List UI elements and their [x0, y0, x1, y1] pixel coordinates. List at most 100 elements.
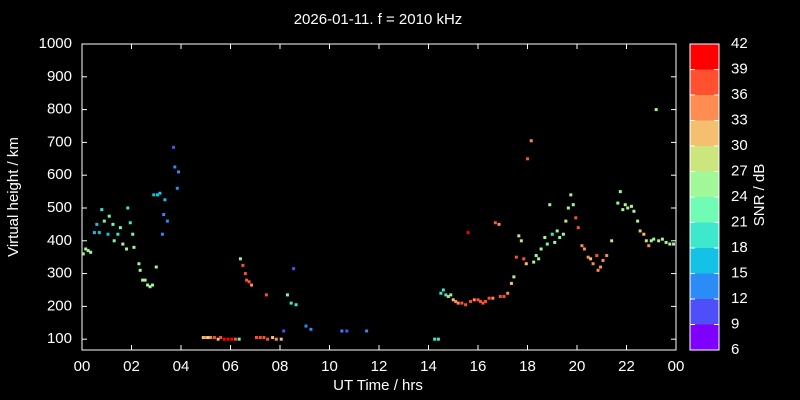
data-point	[451, 298, 455, 302]
data-point	[642, 232, 646, 236]
data-point	[89, 250, 93, 254]
data-point	[582, 247, 586, 251]
data-point	[84, 247, 88, 251]
data-point	[216, 337, 220, 341]
data-point	[441, 288, 445, 292]
data-point	[464, 303, 468, 307]
x-tick-label: 18	[519, 358, 536, 375]
colorbar-band	[690, 299, 719, 325]
data-point	[102, 219, 106, 223]
colorbar-tick-label: 33	[731, 111, 748, 128]
data-point	[449, 293, 453, 297]
data-point	[111, 222, 115, 226]
data-point	[148, 285, 152, 289]
data-point	[514, 255, 518, 259]
y-tick-label: 500	[47, 199, 72, 216]
data-point	[137, 262, 141, 266]
data-point	[539, 247, 543, 251]
data-point	[262, 336, 266, 340]
data-point	[532, 260, 536, 264]
data-point	[664, 240, 668, 244]
data-point	[206, 336, 210, 340]
data-point	[340, 329, 344, 333]
data-point	[550, 232, 554, 236]
data-point	[219, 336, 223, 340]
colorbar-tick-label: 39	[731, 60, 748, 77]
colorbar-tick-label: 15	[731, 264, 748, 281]
data-point	[95, 222, 99, 226]
data-point	[621, 208, 625, 212]
data-point	[657, 239, 661, 243]
data-point	[660, 237, 664, 241]
data-point	[601, 258, 605, 262]
colorbar-band	[690, 222, 719, 248]
colorbar-tick-label: 18	[731, 239, 748, 256]
data-point	[212, 336, 216, 340]
data-point	[271, 336, 275, 340]
colorbar-tick-label: 9	[731, 315, 739, 332]
data-point	[497, 222, 501, 226]
data-point	[100, 208, 104, 212]
x-tick-label: 10	[321, 358, 338, 375]
x-tick-label: 14	[420, 358, 437, 375]
colorbar-tick-label: 24	[731, 188, 748, 205]
data-point	[561, 232, 565, 236]
data-point	[165, 219, 169, 223]
data-point	[522, 257, 526, 261]
data-point	[154, 265, 158, 269]
y-axis-label: Virtual height / km	[5, 137, 22, 257]
data-point	[116, 232, 120, 236]
data-point	[233, 337, 237, 341]
data-point	[478, 299, 482, 303]
x-tick-label: 00	[668, 358, 685, 375]
data-point	[289, 301, 293, 305]
data-point	[652, 237, 656, 241]
colorbar-tick-label: 12	[731, 290, 748, 307]
data-point	[596, 268, 600, 272]
colorbar-tick-label: 27	[731, 162, 748, 179]
data-point	[574, 216, 578, 220]
data-point	[491, 296, 495, 300]
data-point	[439, 291, 443, 295]
data-point	[469, 299, 473, 303]
data-point	[152, 193, 156, 197]
x-tick-label: 22	[618, 358, 635, 375]
y-tick-label: 700	[47, 133, 72, 150]
colorbar-band	[690, 273, 719, 299]
data-point	[258, 336, 262, 340]
data-point	[605, 254, 609, 258]
data-point	[112, 239, 116, 243]
data-point	[345, 329, 349, 333]
x-tick-label: 12	[371, 358, 388, 375]
data-point	[177, 170, 181, 174]
x-tick-label: 00	[74, 358, 91, 375]
data-point	[86, 249, 90, 253]
colorbar-band	[690, 95, 719, 121]
data-point	[266, 337, 270, 341]
data-point	[143, 278, 147, 282]
data-point	[502, 295, 506, 299]
data-point	[172, 145, 176, 149]
data-point	[243, 272, 247, 276]
data-point	[649, 239, 653, 243]
y-tick-label: 100	[47, 330, 72, 347]
data-point	[209, 336, 213, 340]
data-point	[623, 203, 627, 207]
data-point	[106, 232, 110, 236]
data-point	[548, 203, 552, 207]
x-tick-label: 08	[272, 358, 289, 375]
data-point	[97, 231, 101, 235]
data-point	[282, 329, 286, 333]
x-tick-label: 16	[470, 358, 487, 375]
data-point	[433, 337, 437, 341]
data-point	[618, 190, 622, 194]
data-point	[158, 191, 162, 195]
data-point	[226, 337, 230, 341]
data-point	[151, 283, 155, 287]
data-point	[483, 299, 487, 303]
data-point	[365, 329, 369, 333]
y-tick-label: 1000	[39, 35, 72, 52]
colorbar-band	[690, 248, 719, 274]
data-point	[81, 252, 85, 256]
